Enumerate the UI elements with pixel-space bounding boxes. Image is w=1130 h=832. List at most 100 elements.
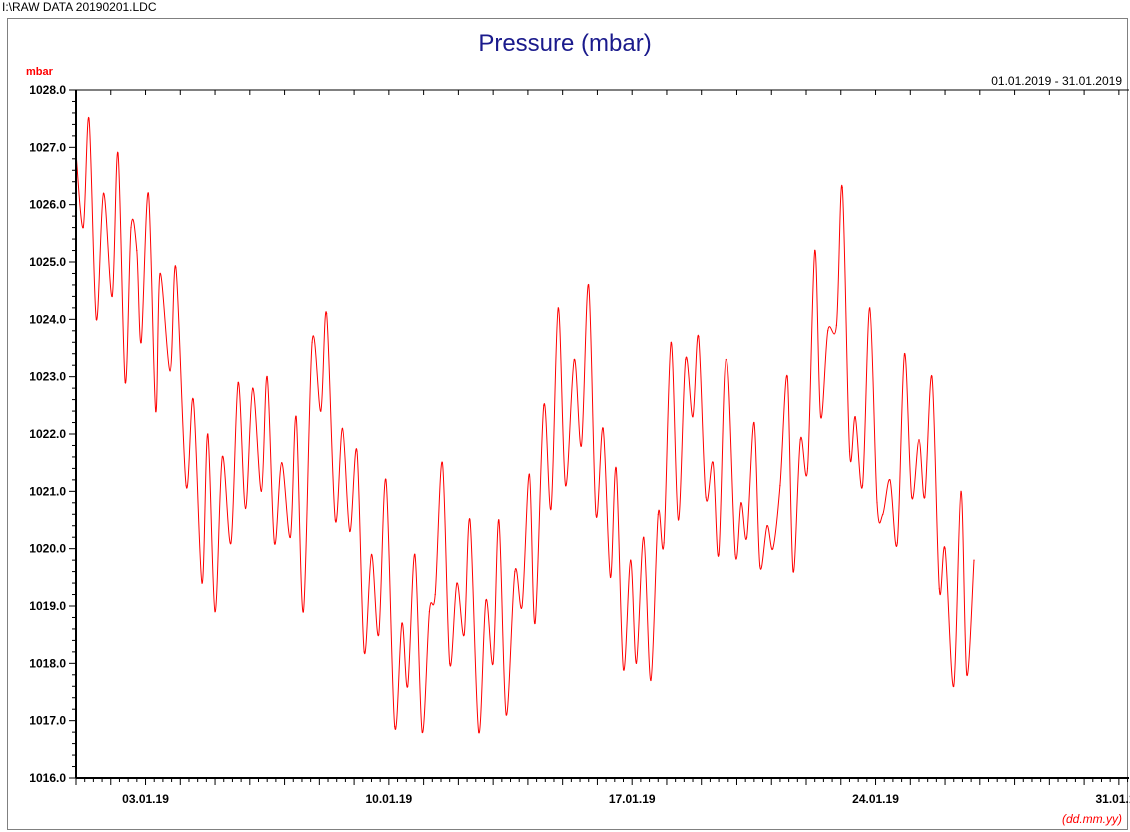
data-point (273, 542, 275, 544)
data-point (521, 605, 523, 607)
data-point (657, 513, 659, 515)
tick-labels: 1016.0 1017.0 1018.0 1019.0 1020.0 1021.0 1022… (29, 83, 1130, 806)
data-point (786, 376, 788, 378)
data-point (237, 381, 239, 383)
data-point (924, 496, 926, 498)
data-point (753, 421, 755, 424)
data-point (602, 427, 604, 429)
data-point (550, 507, 552, 510)
data-point (938, 588, 940, 590)
chart-title: Pressure (mbar) (478, 30, 652, 57)
data-point (973, 559, 975, 561)
data-point (685, 358, 687, 361)
data-point (102, 192, 105, 194)
data-point (712, 462, 714, 464)
data-point (725, 358, 727, 361)
data-point (378, 634, 380, 636)
data-point (630, 559, 632, 561)
y-tick-label: 1020.0 (29, 542, 66, 556)
data-point (835, 324, 838, 326)
data-point (931, 376, 933, 378)
data-point (421, 731, 423, 733)
data-point (449, 662, 451, 664)
data-point (889, 479, 891, 481)
data-point (759, 565, 761, 567)
data-point (528, 473, 531, 475)
data-point (740, 502, 742, 504)
data-point (130, 227, 132, 229)
data-point (573, 358, 575, 361)
data-point (214, 611, 216, 613)
data-point (911, 496, 913, 498)
data-point (650, 679, 652, 682)
y-tick-label: 1027.0 (29, 140, 66, 154)
data-point (207, 433, 209, 435)
data-point (175, 267, 177, 269)
data-point (746, 536, 748, 538)
data-point (734, 553, 736, 556)
data-point (428, 611, 430, 613)
data-point (588, 284, 590, 286)
data-point (705, 496, 707, 498)
data-point (252, 387, 254, 389)
y-tick-label: 1028.0 (29, 83, 66, 97)
data-point (814, 249, 816, 252)
y-tick-label: 1017.0 (29, 714, 66, 728)
data-point (281, 462, 283, 464)
data-point (882, 513, 884, 515)
data-point (766, 525, 768, 527)
x-tick-label: 31.01.19 (1096, 792, 1130, 806)
data-point (434, 593, 436, 596)
data-point (356, 450, 358, 452)
y-tick-label: 1025.0 (29, 255, 66, 269)
data-point (615, 467, 617, 469)
axis-ticks (69, 89, 1129, 785)
data-point (622, 668, 625, 670)
file-path-label: I:\RAW DATA 20190201.LDC (2, 0, 157, 14)
data-point (492, 662, 494, 664)
data-point (670, 341, 672, 343)
data-point (718, 553, 720, 556)
data-point (463, 634, 465, 636)
data-point (289, 536, 291, 538)
data-point (692, 416, 694, 418)
data-point (169, 370, 171, 372)
data-point (806, 467, 809, 469)
y-axis-unit-label: mbar (26, 66, 53, 78)
y-tick-label: 1024.0 (29, 312, 66, 326)
data-point (394, 725, 396, 728)
data-point (414, 553, 416, 556)
data-point (565, 485, 567, 487)
x-axis-format-label: (dd.mm.yy) (1062, 812, 1122, 826)
data-point (966, 674, 968, 676)
y-tick-label: 1018.0 (29, 656, 66, 670)
data-point (82, 227, 84, 229)
y-tick-label: 1021.0 (29, 484, 66, 498)
data-point (663, 542, 665, 544)
data-point (124, 381, 126, 383)
data-point (185, 485, 187, 487)
data-point (841, 186, 843, 189)
data-point (677, 519, 680, 521)
data-point (370, 553, 373, 556)
data-point (320, 410, 322, 412)
y-tick-label: 1016.0 (29, 771, 66, 785)
data-point (111, 295, 113, 297)
data-point (848, 450, 851, 452)
data-point (88, 118, 90, 120)
data-point (311, 341, 313, 343)
data-point (334, 519, 336, 521)
pressure-series-line (75, 117, 975, 734)
data-point (159, 272, 161, 275)
data-point (221, 456, 223, 458)
data-point (827, 330, 829, 332)
series-layer (75, 117, 975, 734)
data-point (136, 249, 138, 252)
data-point (266, 376, 268, 378)
y-tick-label: 1022.0 (29, 427, 66, 441)
data-point (385, 479, 387, 481)
x-tick-label: 17.01.19 (609, 792, 656, 806)
data-point (95, 318, 97, 320)
data-point (779, 485, 781, 487)
